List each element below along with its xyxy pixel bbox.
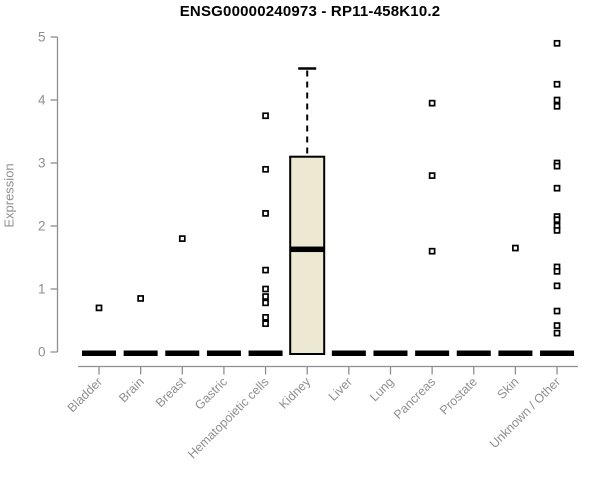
median-bar — [123, 350, 158, 356]
outlier-point — [262, 210, 269, 217]
outlier-point — [428, 172, 436, 179]
outlier-point — [553, 268, 561, 275]
y-tick-label: 5 — [38, 30, 46, 45]
outlier-point — [553, 227, 561, 234]
x-tick-label: Bladder — [65, 375, 105, 415]
x-tick-label: Brain — [116, 375, 147, 406]
outlier-point — [262, 266, 269, 274]
x-tick-label: Unknown / Other — [487, 375, 563, 451]
outlier-point — [262, 165, 269, 173]
outlier-point — [262, 293, 269, 300]
median-bar — [415, 350, 450, 356]
median-bar — [206, 350, 241, 356]
outlier-point — [428, 99, 436, 107]
y-tick-label: 2 — [38, 219, 46, 234]
outlier-point — [428, 247, 436, 255]
outlier-point — [553, 96, 561, 104]
outlier-point — [553, 162, 561, 170]
outlier-point — [178, 235, 186, 242]
median-bar — [373, 350, 408, 356]
median-bar — [290, 246, 325, 253]
outlier-point — [553, 184, 561, 192]
box — [289, 155, 326, 355]
outlier-point — [553, 102, 561, 110]
outlier-point — [262, 285, 269, 293]
x-tick-label: Skin — [494, 375, 521, 402]
y-tick-label: 3 — [38, 156, 46, 171]
y-tick-label: 4 — [38, 93, 46, 108]
outlier-point — [553, 307, 561, 315]
median-bar — [82, 350, 116, 356]
x-tick-label: Prostate — [437, 375, 480, 418]
outlier-point — [553, 282, 561, 290]
outlier-point — [262, 314, 269, 321]
chart-title: ENSG00000240973 - RP11-458K10.2 — [179, 3, 441, 20]
outlier-point — [553, 80, 561, 88]
median-bar — [248, 350, 283, 356]
outlier-point — [262, 112, 269, 120]
outlier-point — [553, 329, 561, 337]
median-bar — [498, 350, 533, 356]
median-bar — [456, 350, 491, 356]
median-bar — [165, 350, 200, 356]
x-tick-label: Breast — [153, 374, 189, 410]
outlier-point — [262, 320, 269, 327]
outlier-point — [553, 39, 561, 47]
x-tick-label: Kidney — [276, 374, 313, 411]
x-tick-label: Lung — [367, 375, 397, 405]
x-tick-label: Hematopoietic cells — [185, 375, 272, 462]
outlier-point — [262, 299, 269, 307]
median-bar — [331, 350, 366, 356]
y-tick-label: 1 — [38, 282, 46, 297]
outlier-point — [553, 216, 561, 224]
median-bar — [540, 350, 575, 356]
outlier-point — [137, 295, 144, 302]
x-tick-label: Gastric — [192, 375, 230, 413]
outlier-point — [512, 244, 519, 252]
outlier-point — [95, 304, 103, 312]
x-tick-label: Pancreas — [391, 375, 438, 422]
y-tick-label: 0 — [38, 345, 46, 360]
outlier-point — [553, 322, 561, 329]
x-tick-label: Liver — [326, 375, 355, 404]
